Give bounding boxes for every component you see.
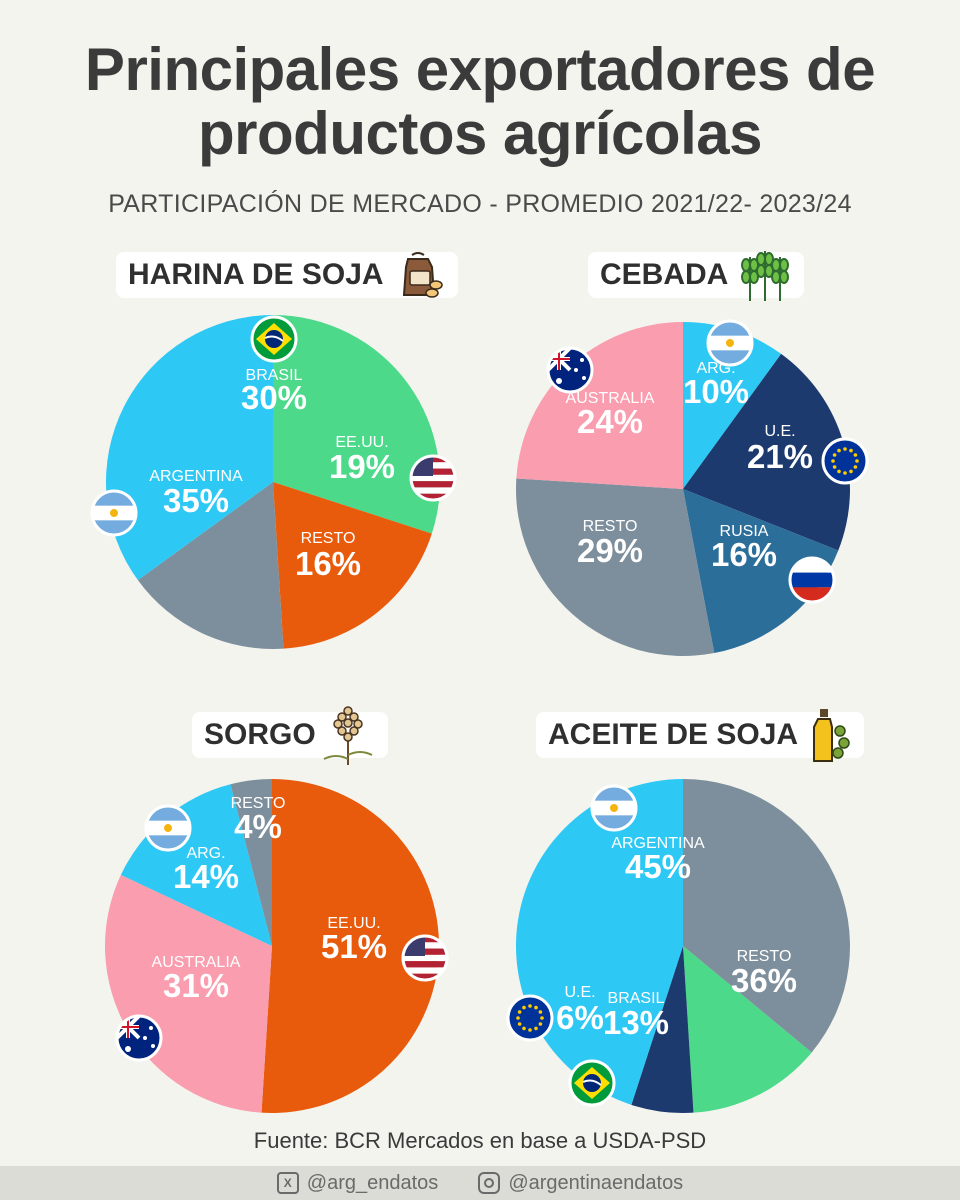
brazil-flag-icon bbox=[250, 315, 298, 363]
x-handle-text: @arg_endatos bbox=[306, 1171, 439, 1194]
pie-slice-argentina bbox=[105, 314, 274, 581]
chart-title-sorgo: SORGO bbox=[192, 706, 388, 765]
slice-label: AUSTRALIA bbox=[566, 390, 655, 407]
pie-slice-argentina bbox=[515, 779, 683, 1105]
instagram-handle-text: @argentinaendatos bbox=[508, 1171, 684, 1194]
argentina-flag-icon bbox=[706, 319, 754, 367]
slice-label: RESTO bbox=[737, 948, 792, 965]
oil-bottle-icon bbox=[813, 709, 850, 762]
slice-label: RUSIA bbox=[720, 523, 769, 540]
slice-value: 51% bbox=[321, 928, 387, 965]
slice-label: ARG. bbox=[186, 845, 225, 862]
slice-label: AUSTRALIA bbox=[152, 954, 241, 971]
chart-title-harina: HARINA DE SOJA bbox=[116, 252, 458, 298]
title-line-2: productos agrícolas bbox=[198, 100, 762, 167]
slice-value: 19% bbox=[329, 448, 395, 485]
slice-value: 14% bbox=[173, 858, 239, 895]
slice-value: 30% bbox=[241, 379, 307, 416]
pie-slice-brasil bbox=[273, 315, 441, 534]
eu-flag-icon bbox=[506, 994, 554, 1042]
pie-slice-resto bbox=[516, 478, 715, 656]
title-line-1: Principales exportadores de bbox=[84, 36, 876, 103]
pie-slice-rusia bbox=[683, 489, 839, 654]
x-handle-link[interactable]: X @arg_endatos bbox=[276, 1171, 439, 1195]
chart-title-cebada: CEBADA bbox=[588, 251, 805, 301]
russia-flag-icon bbox=[788, 556, 836, 604]
source-note: Fuente: BCR Mercados en base a USDA-PSD bbox=[253, 1128, 707, 1153]
brazil-flag-icon bbox=[568, 1059, 616, 1107]
slice-value: 4% bbox=[234, 808, 282, 845]
chart-title-text: SORGO bbox=[204, 718, 316, 751]
slice-value: 45% bbox=[625, 848, 691, 885]
argentina-flag-icon bbox=[590, 784, 638, 832]
pie-slice-eeuu bbox=[261, 779, 440, 1113]
australia-flag-icon bbox=[115, 1014, 163, 1062]
slice-value: 31% bbox=[163, 967, 229, 1004]
pie-slice-ue bbox=[631, 946, 694, 1114]
slice-value: 35% bbox=[163, 482, 229, 519]
wheat-icon bbox=[741, 251, 790, 301]
pie-slice-resto bbox=[683, 779, 851, 1053]
flour-sack-icon bbox=[402, 252, 443, 298]
pie-slice-brasil bbox=[683, 946, 812, 1113]
slice-label: ARGENTINA bbox=[149, 468, 243, 485]
argentina-flag-icon bbox=[144, 804, 192, 852]
chart-title-text: ACEITE DE SOJA bbox=[548, 718, 799, 751]
instagram-handle-link[interactable]: @argentinaendatos bbox=[478, 1172, 683, 1195]
pie-slice-resto bbox=[230, 779, 272, 946]
page-subtitle: PARTICIPACIÓN DE MERCADO - PROMEDIO 2021… bbox=[108, 190, 852, 218]
slice-value: 24% bbox=[577, 403, 643, 440]
slice-label: RESTO bbox=[301, 530, 356, 547]
pie-slice-australia bbox=[516, 322, 683, 489]
x-logo-icon: X bbox=[276, 1172, 299, 1194]
eu-flag-icon bbox=[821, 437, 869, 485]
pie-slice-arg bbox=[683, 322, 782, 489]
slice-label: ARGENTINA bbox=[611, 835, 705, 852]
chart-title-text: HARINA DE SOJA bbox=[128, 258, 384, 291]
usa-flag-icon bbox=[409, 454, 457, 502]
slice-value: 16% bbox=[295, 545, 361, 582]
pie-slice-ue bbox=[683, 353, 851, 551]
footer-bar: X @arg_endatos @argentinaendatos bbox=[0, 1166, 960, 1200]
slice-value: 6% bbox=[556, 999, 604, 1036]
slice-label: BRASIL bbox=[246, 367, 303, 384]
slice-label: EE.UU. bbox=[327, 915, 380, 932]
slice-label: EE.UU. bbox=[335, 434, 388, 451]
chart-title-aceite: ACEITE DE SOJA bbox=[536, 709, 865, 762]
slice-label: U.E. bbox=[564, 984, 595, 1001]
slice-value: 36% bbox=[731, 962, 797, 999]
instagram-icon bbox=[478, 1172, 501, 1194]
australia-flag-icon bbox=[546, 346, 594, 394]
pie-slice-resto bbox=[137, 482, 284, 650]
page-title: Principales exportadores de productos ag… bbox=[0, 38, 960, 166]
slice-value: 10% bbox=[683, 373, 749, 410]
slice-label: BRASIL bbox=[608, 990, 665, 1007]
pie-slice-eeuu bbox=[273, 482, 432, 649]
slice-label: RESTO bbox=[583, 518, 638, 535]
slice-value: 16% bbox=[711, 536, 777, 573]
slice-label: RESTO bbox=[231, 795, 286, 812]
slice-label: U.E. bbox=[764, 423, 795, 440]
slice-value: 29% bbox=[577, 532, 643, 569]
slice-value: 13% bbox=[603, 1004, 669, 1041]
chart-title-text: CEBADA bbox=[600, 258, 729, 291]
usa-flag-icon bbox=[401, 934, 449, 982]
sorghum-icon bbox=[323, 706, 373, 765]
slice-value: 21% bbox=[747, 438, 813, 475]
argentina-flag-icon bbox=[90, 489, 138, 537]
